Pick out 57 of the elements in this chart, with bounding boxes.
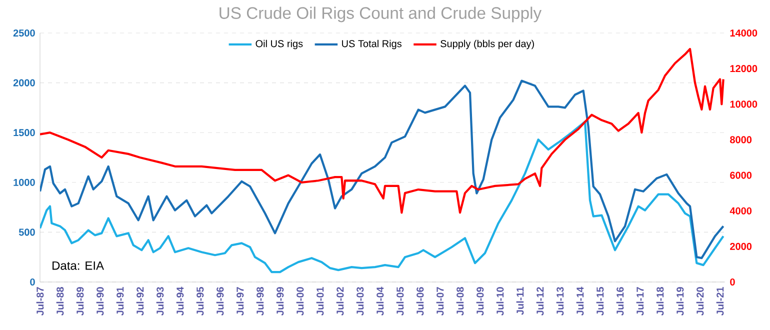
y2-tick-label: 2000 xyxy=(730,242,752,250)
y2-tick-label: 14000 xyxy=(730,29,758,37)
y-tick-label: 2000 xyxy=(13,79,35,86)
x-tick-label: Jul-13 xyxy=(556,287,564,316)
legend-label: US Total Rigs xyxy=(342,40,402,50)
legend-label: Supply (bbls per day) xyxy=(440,40,534,50)
x-tick-label: Jul-21 xyxy=(716,286,724,316)
x-tick-label: Jul-00 xyxy=(296,287,304,316)
x-tick-label: Jul-12 xyxy=(536,287,544,316)
x-tick-label: Jul-03 xyxy=(356,287,364,316)
x-tick-label: Jul-93 xyxy=(156,287,164,316)
x-tick-label: Jul-04 xyxy=(376,286,384,316)
x-tick-label: Jul-87 xyxy=(36,287,44,316)
y2-tick-label: 4000 xyxy=(730,207,752,214)
x-tick-label: Jul-88 xyxy=(56,287,64,316)
x-tick-label: Jul-18 xyxy=(656,287,664,316)
x-tick-label: Jul-08 xyxy=(456,287,464,316)
x-tick-label: Jul-06 xyxy=(416,287,424,316)
x-tick-label: Jul-99 xyxy=(276,287,284,316)
y2-tick-label: 0 xyxy=(730,278,735,286)
x-tick-label: Jul-91 xyxy=(116,286,124,316)
x-tick-label: Jul-94 xyxy=(176,286,184,316)
legend-label: Oil US rigs xyxy=(256,40,303,50)
x-tick-label: Jul-14 xyxy=(576,286,584,316)
line-series xyxy=(40,120,724,274)
x-tick-label: Jul-96 xyxy=(216,287,224,316)
x-tick-label: Jul-92 xyxy=(136,287,144,316)
x-tick-label: Jul-05 xyxy=(396,286,404,316)
line-series xyxy=(40,48,724,214)
line-series xyxy=(40,80,724,260)
x-tick-label: Jul-95 xyxy=(196,286,204,316)
x-tick-label: Jul-07 xyxy=(436,287,444,316)
y2-tick-label: 8000 xyxy=(730,136,752,144)
x-tick-label: Jul-10 xyxy=(496,287,504,316)
chart-title: US Crude Oil Rigs Count and Crude Supply xyxy=(220,6,542,22)
x-tick-label: Jul-89 xyxy=(76,287,84,316)
x-tick-label: Jul-15 xyxy=(596,286,604,316)
x-tick-label: Jul-16 xyxy=(616,287,624,316)
y2-tick-label: 12000 xyxy=(730,65,758,72)
x-tick-label: Jul-20 xyxy=(696,287,704,316)
x-tick-label: Jul-02 xyxy=(336,287,344,316)
x-tick-label: Jul-11 xyxy=(516,286,524,315)
y-tick-label: 2500 xyxy=(13,29,35,37)
y-tick-label: 0 xyxy=(30,278,35,286)
x-tick-label: Jul-17 xyxy=(636,287,644,316)
y-tick-label: 1000 xyxy=(14,178,35,186)
annotation: Data: EIA xyxy=(52,261,104,270)
y-tick-label: 1500 xyxy=(14,129,35,136)
x-tick-label: Jul-90 xyxy=(96,287,104,316)
x-tick-label: Jul-98 xyxy=(256,287,264,316)
y-tick-label: 500 xyxy=(18,228,35,236)
x-tick-label: Jul-97 xyxy=(236,287,244,316)
y2-tick-label: 10000 xyxy=(730,100,758,108)
x-tick-label: Jul-09 xyxy=(476,287,484,316)
x-tick-label: Jul-01 xyxy=(316,286,324,316)
y2-tick-label: 6000 xyxy=(730,172,752,179)
x-tick-label: Jul-19 xyxy=(676,287,684,316)
